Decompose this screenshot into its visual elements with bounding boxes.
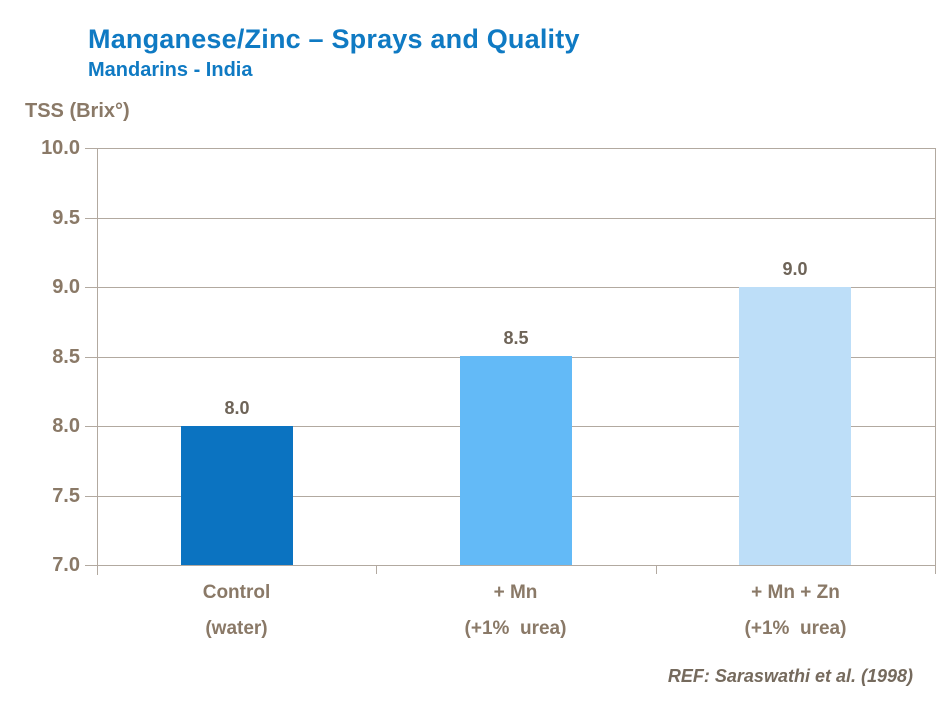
chart-subtitle: Mandarins - India xyxy=(88,59,253,81)
y-axis-tick-label: 7.5 xyxy=(52,485,80,507)
x-axis-tick-mark xyxy=(656,565,657,574)
plot-right-border xyxy=(935,148,936,573)
y-axis-label: TSS (Brix°) xyxy=(25,100,130,122)
y-axis-tick-mark xyxy=(85,218,97,219)
category-label: + Mn (+1% urea) xyxy=(376,575,655,647)
bar xyxy=(181,426,293,565)
reference-citation: REF: Saraswathi et al. (1998) xyxy=(667,666,913,686)
bar xyxy=(460,356,572,565)
y-axis-tick-labels: 10.0 9.5 9.0 8.5 8.0 7.5 7.0 xyxy=(0,137,80,576)
y-axis-tick-mark xyxy=(85,426,97,427)
y-axis-tick-mark xyxy=(85,357,97,358)
gridline xyxy=(97,218,935,219)
y-axis-tick-label: 10.0 xyxy=(41,137,80,159)
category-label-line2: (water) xyxy=(205,618,268,639)
category-label-line1: + Mn + Zn xyxy=(751,582,840,603)
bar-value-label: 8.0 xyxy=(224,398,250,418)
category-label: Control (water) xyxy=(97,575,376,647)
bar xyxy=(739,287,851,565)
y-axis-tick-mark xyxy=(85,496,97,497)
x-axis-tick-mark xyxy=(376,565,377,574)
gridline xyxy=(97,287,935,288)
y-axis-tick-mark xyxy=(85,565,97,566)
x-axis-tick-mark xyxy=(97,565,98,574)
y-axis-tick-mark xyxy=(85,148,97,149)
plot-area: 8.0 8.5 9.0 xyxy=(85,148,936,575)
bar-value-label: 9.0 xyxy=(782,259,808,279)
y-axis-tick-label: 8.5 xyxy=(52,346,80,368)
chart-title: Manganese/Zinc – Sprays and Quality xyxy=(88,24,580,54)
y-axis-tick-label: 7.0 xyxy=(52,554,80,576)
y-axis-tick-label: 9.0 xyxy=(52,276,80,298)
gridline xyxy=(97,148,935,149)
category-label: + Mn + Zn (+1% urea) xyxy=(656,575,935,647)
gridline xyxy=(97,565,935,566)
category-label-line1: + Mn xyxy=(493,582,538,603)
category-label-line2: (+1% urea) xyxy=(464,618,567,639)
y-axis-tick-label: 9.5 xyxy=(52,207,80,229)
category-label-line1: Control xyxy=(202,582,271,603)
y-axis-tick-mark xyxy=(85,287,97,288)
bar-value-label: 8.5 xyxy=(503,328,529,348)
y-axis-line xyxy=(97,148,98,575)
y-axis-tick-label: 8.0 xyxy=(52,415,80,437)
x-axis-tick-mark xyxy=(935,565,936,574)
category-label-line2: (+1% urea) xyxy=(744,618,847,639)
